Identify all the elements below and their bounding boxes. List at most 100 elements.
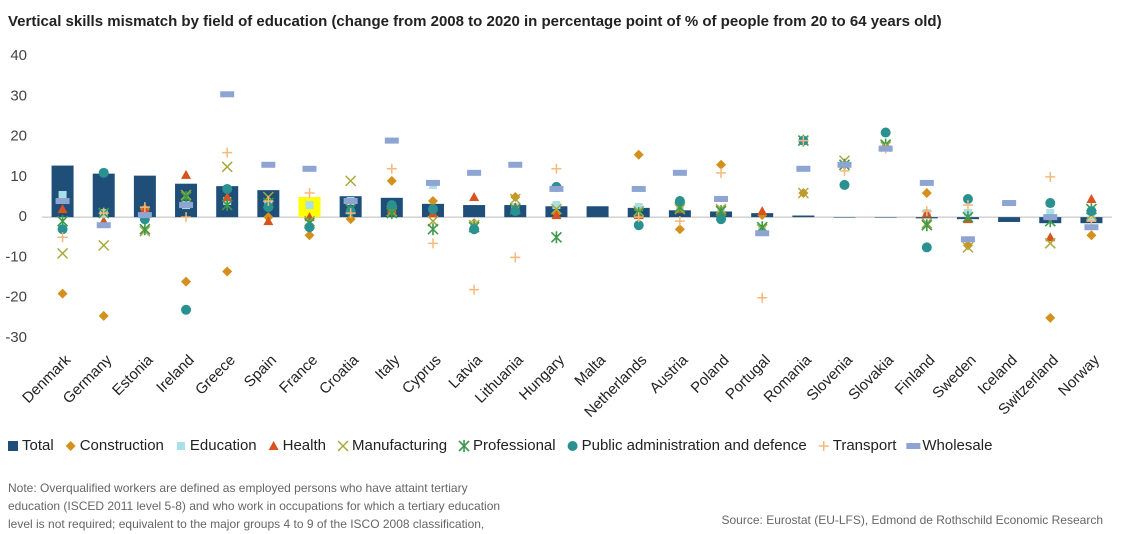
point bbox=[96, 222, 111, 229]
point bbox=[427, 223, 439, 236]
point bbox=[716, 159, 727, 170]
point bbox=[427, 196, 438, 207]
point bbox=[551, 210, 562, 220]
point bbox=[1086, 194, 1097, 204]
point bbox=[222, 183, 233, 194]
x-tick-label: Hungary bbox=[516, 351, 568, 403]
x-tick-label: Croatia bbox=[316, 351, 363, 398]
legend-marker bbox=[176, 442, 185, 450]
point bbox=[674, 216, 685, 227]
source: Source: Eurostat (EU-LFS), Edmond de Rot… bbox=[722, 513, 1104, 527]
point bbox=[509, 193, 521, 205]
bar bbox=[874, 217, 897, 218]
point bbox=[58, 190, 67, 199]
point bbox=[1043, 214, 1058, 221]
point bbox=[467, 169, 482, 176]
legend-label: Wholesale bbox=[922, 437, 992, 454]
point bbox=[962, 194, 973, 205]
point bbox=[55, 198, 70, 205]
point bbox=[427, 215, 439, 227]
x-tick-label: Spain bbox=[241, 352, 280, 391]
x-tick-label: Norway bbox=[1055, 351, 1103, 399]
x-tick-label: Ireland bbox=[153, 352, 197, 396]
point bbox=[921, 206, 932, 217]
y-tick-label: 30 bbox=[10, 87, 27, 104]
point bbox=[181, 276, 192, 287]
point bbox=[550, 231, 562, 244]
point bbox=[345, 175, 357, 187]
point bbox=[57, 232, 68, 243]
point bbox=[921, 242, 932, 253]
point bbox=[98, 239, 110, 251]
point bbox=[98, 167, 109, 178]
point bbox=[57, 224, 68, 235]
point bbox=[222, 266, 233, 277]
point bbox=[427, 204, 438, 215]
point bbox=[510, 206, 521, 217]
point bbox=[386, 200, 397, 211]
legend-label: Total bbox=[22, 437, 54, 454]
point bbox=[1046, 209, 1055, 218]
point bbox=[263, 216, 274, 226]
legend-label: Education bbox=[190, 437, 257, 454]
y-tick-label: 20 bbox=[10, 128, 27, 145]
legend-marker bbox=[818, 441, 829, 451]
point bbox=[552, 201, 561, 210]
point bbox=[261, 161, 276, 168]
bar bbox=[792, 215, 815, 218]
x-tick-label: Malta bbox=[571, 351, 609, 389]
bar bbox=[668, 210, 691, 218]
point bbox=[716, 214, 727, 225]
point bbox=[1086, 206, 1097, 217]
point bbox=[139, 223, 151, 236]
point bbox=[757, 292, 768, 303]
point bbox=[386, 163, 397, 174]
point bbox=[139, 202, 150, 213]
legend-label: Health bbox=[283, 437, 326, 454]
point bbox=[384, 137, 399, 144]
x-tick-label: Slovakia bbox=[845, 351, 898, 404]
legend-marker bbox=[8, 441, 18, 451]
x-tick-label: Sweden bbox=[929, 352, 979, 402]
point bbox=[839, 179, 850, 190]
point bbox=[57, 288, 68, 299]
point bbox=[305, 201, 314, 210]
point bbox=[796, 165, 811, 172]
point bbox=[345, 208, 356, 219]
x-tick-label: Greece bbox=[192, 352, 239, 399]
point bbox=[221, 161, 233, 173]
point bbox=[674, 224, 685, 235]
legend-marker bbox=[268, 441, 279, 450]
legend-label: Public administration and defence bbox=[582, 437, 807, 454]
legend-label: Manufacturing bbox=[352, 437, 447, 454]
point bbox=[878, 145, 893, 152]
point bbox=[469, 224, 480, 235]
point bbox=[631, 185, 646, 192]
y-tick-label: 0 bbox=[19, 208, 27, 225]
bar bbox=[915, 217, 938, 219]
point bbox=[180, 191, 192, 203]
legend-label: Construction bbox=[80, 437, 164, 454]
point bbox=[797, 187, 809, 199]
point bbox=[98, 310, 109, 321]
bar bbox=[92, 173, 115, 218]
point bbox=[1045, 171, 1056, 182]
point bbox=[633, 212, 644, 223]
x-tick-label: Cyprus bbox=[399, 352, 445, 398]
point bbox=[962, 240, 973, 251]
bar bbox=[133, 175, 156, 218]
point bbox=[469, 284, 480, 295]
x-tick-label: Estonia bbox=[109, 351, 157, 399]
legend-marker bbox=[65, 441, 76, 451]
point bbox=[302, 165, 317, 172]
point bbox=[304, 222, 315, 233]
point bbox=[549, 185, 564, 192]
point bbox=[714, 196, 729, 203]
point bbox=[220, 91, 235, 98]
point bbox=[345, 214, 356, 225]
note-line: Note: Overqualified workers are defined … bbox=[8, 481, 468, 495]
point bbox=[960, 236, 975, 243]
bar bbox=[833, 217, 856, 218]
point bbox=[962, 200, 973, 211]
